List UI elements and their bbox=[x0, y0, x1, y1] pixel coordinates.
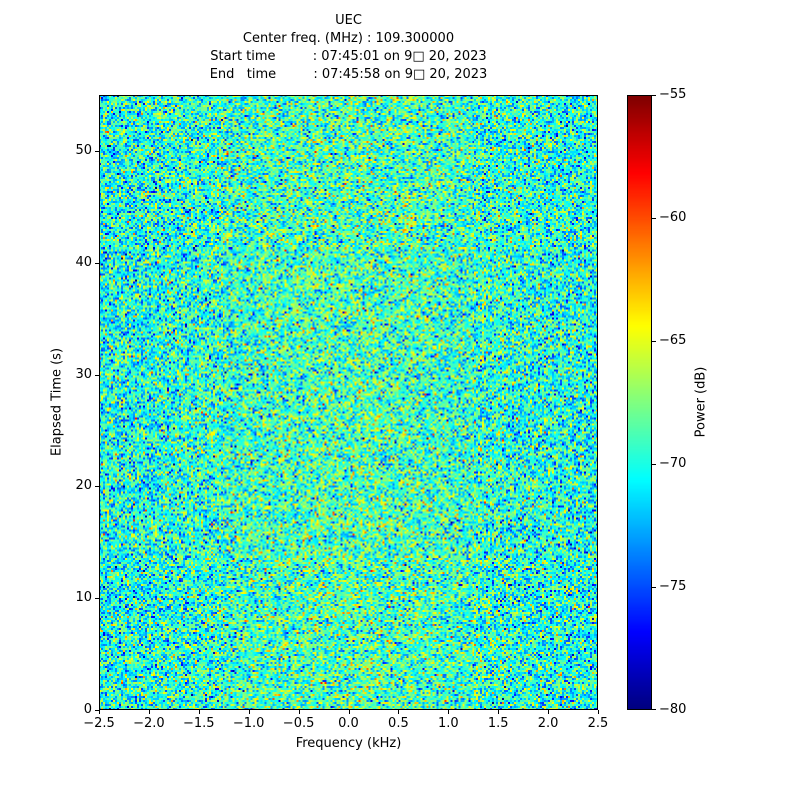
colorbar-tick-label: −65 bbox=[659, 333, 687, 348]
colorbar-tick-label: −60 bbox=[659, 210, 687, 225]
y-axis-tick-label: 20 bbox=[75, 478, 92, 494]
center-frequency-line: Center freq. (MHz) : 109.300000 bbox=[242, 31, 455, 46]
colorbar-tick bbox=[652, 218, 656, 219]
end-time-line: End time : 07:45:58 on 9□ 20, 2023 bbox=[209, 67, 488, 82]
y-axis-tick-label: 0 bbox=[83, 702, 92, 717]
y-axis-tick bbox=[95, 262, 99, 264]
x-axis-tick bbox=[498, 710, 500, 714]
x-axis-tick bbox=[99, 710, 100, 714]
y-axis-tick bbox=[95, 150, 99, 152]
y-axis-tick bbox=[95, 486, 99, 488]
colorbar-gradient bbox=[627, 95, 652, 710]
x-axis-tick-label: 1.0 bbox=[437, 716, 459, 731]
x-axis-label: Frequency (kHz) bbox=[295, 736, 402, 751]
y-axis-tick-label: 30 bbox=[75, 366, 92, 382]
y-axis-tick-label: 10 bbox=[75, 590, 92, 606]
figure-title-block: UEC Center freq. (MHz) : 109.300000 Star… bbox=[99, 12, 598, 84]
x-axis-tick bbox=[198, 710, 200, 714]
x-axis-tick bbox=[148, 710, 150, 714]
y-axis-tick bbox=[95, 598, 99, 600]
colorbar-tick-label: −55 bbox=[659, 87, 687, 102]
x-axis-tick bbox=[448, 710, 450, 714]
x-axis-tick-label: 2.0 bbox=[537, 716, 559, 731]
x-axis-tick-label: 0.0 bbox=[338, 716, 359, 731]
x-axis-tick bbox=[248, 710, 250, 714]
x-axis-tick-label: 2.5 bbox=[587, 716, 609, 731]
x-axis-tick-label: 1.5 bbox=[487, 716, 509, 731]
x-axis-tick bbox=[348, 710, 350, 714]
colorbar-tick-label: −80 bbox=[659, 702, 687, 717]
colorbar-tick bbox=[652, 464, 656, 465]
y-axis-tick-label: 40 bbox=[75, 254, 92, 270]
x-axis-tick bbox=[598, 710, 599, 714]
x-axis-tick-label: −1.0 bbox=[232, 716, 265, 731]
colorbar-tick bbox=[652, 587, 656, 588]
colorbar-tick-label: −70 bbox=[659, 456, 687, 471]
x-axis-tick-label: −2.5 bbox=[83, 716, 115, 731]
page-title: UEC bbox=[335, 13, 362, 28]
colorbar-label: Power (dB) bbox=[693, 366, 709, 438]
colorbar-tick-label: −75 bbox=[659, 579, 687, 594]
colorbar-tick bbox=[652, 341, 656, 342]
y-axis-label: Elapsed Time (s) bbox=[49, 347, 65, 457]
x-axis-tick-label: −0.5 bbox=[282, 716, 315, 731]
x-axis-tick-label: −1.5 bbox=[183, 716, 215, 731]
x-axis-tick bbox=[298, 710, 300, 714]
y-axis-tick bbox=[95, 374, 99, 376]
colorbar-tick bbox=[652, 709, 656, 710]
x-axis-tick-label: 0.5 bbox=[388, 716, 409, 731]
colorbar-tick bbox=[652, 95, 656, 96]
spectrogram-heatmap bbox=[99, 95, 598, 710]
x-axis-tick-label: −2.0 bbox=[133, 716, 165, 731]
x-axis-tick bbox=[398, 710, 400, 714]
y-axis-tick bbox=[95, 710, 99, 711]
start-time-line: Start time : 07:45:01 on 9□ 20, 2023 bbox=[210, 49, 487, 64]
y-axis-tick-label: 50 bbox=[75, 142, 92, 158]
x-axis-tick bbox=[548, 710, 550, 714]
